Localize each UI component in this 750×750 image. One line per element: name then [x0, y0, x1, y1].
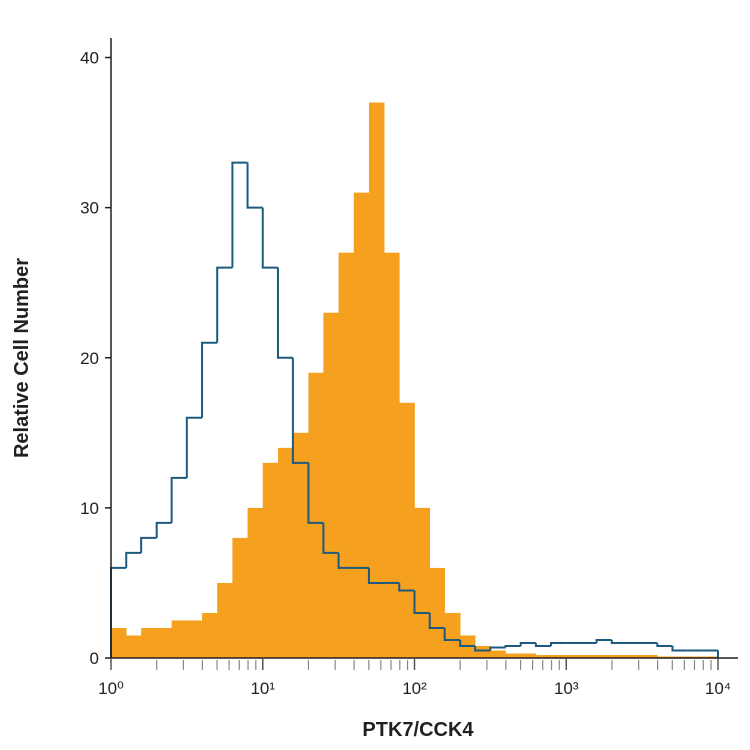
y-tick-label: 30	[80, 199, 99, 218]
histogram-step	[216, 266, 233, 343]
histogram-step	[504, 644, 521, 648]
x-tick-label: 10⁴	[705, 679, 731, 698]
histogram-bar	[490, 650, 506, 658]
histogram-step	[291, 357, 309, 464]
histogram-bar	[475, 645, 491, 658]
histogram-step	[595, 638, 612, 643]
histogram-bar	[217, 582, 233, 658]
histogram-step	[201, 341, 218, 418]
histogram-bar	[247, 507, 264, 658]
histogram-step	[231, 161, 248, 268]
histogram-bar	[626, 654, 643, 658]
histogram-bar	[323, 312, 339, 658]
histogram-step	[246, 162, 263, 209]
histogram-step	[398, 582, 415, 592]
histogram-bar	[687, 656, 704, 658]
histogram-bar	[384, 252, 400, 658]
histogram-bar	[657, 656, 673, 658]
histogram-step	[337, 552, 354, 569]
histogram-step	[443, 627, 461, 641]
y-tick-label: 10	[80, 499, 99, 518]
x-tick-label: 10²	[402, 679, 427, 698]
histogram-bar	[581, 654, 597, 658]
histogram-bar	[141, 627, 157, 658]
histogram-step	[489, 646, 506, 651]
histogram-bar	[277, 447, 294, 658]
histogram-bar	[672, 656, 688, 658]
histogram-step	[519, 641, 536, 646]
histogram-step	[307, 462, 324, 524]
histogram-bar	[202, 612, 218, 658]
histogram-step	[428, 612, 445, 629]
histogram-bar	[292, 432, 309, 658]
histogram-bar	[338, 252, 355, 658]
histogram-step	[550, 641, 567, 646]
x-tick-label: 10³	[554, 679, 579, 698]
histogram-bar	[368, 102, 385, 658]
histogram-step	[610, 639, 627, 644]
histogram-bar	[232, 537, 248, 658]
histogram-bar	[596, 654, 613, 658]
y-tick-label: 20	[80, 349, 99, 368]
histogram-step	[367, 567, 385, 584]
histogram-bar	[126, 635, 142, 658]
histogram-step	[261, 207, 278, 269]
histogram-bar	[444, 612, 461, 658]
histogram-step	[140, 536, 157, 553]
histogram-bar	[535, 654, 552, 658]
histogram-step	[459, 639, 476, 647]
histogram-step	[155, 521, 172, 538]
histogram-bar	[505, 653, 522, 658]
histogram-bar	[262, 462, 279, 658]
y-axis-label: Relative Cell Number	[11, 258, 33, 458]
y-tick-label: 40	[80, 49, 99, 68]
histogram-bar	[566, 654, 582, 658]
histogram-bar	[399, 402, 415, 658]
histogram-step	[534, 642, 552, 647]
x-tick-label: 10¹	[250, 679, 275, 698]
histogram-bar	[551, 654, 567, 658]
histogram-bar	[414, 507, 431, 658]
histogram-step	[276, 267, 293, 359]
histogram-bar	[156, 627, 172, 658]
histogram-step	[474, 645, 491, 652]
histogram-bar	[308, 372, 324, 658]
x-axis-label: PTK7/CCK4	[362, 719, 474, 741]
histogram-bar	[429, 567, 445, 658]
histogram-step	[671, 645, 688, 652]
x-tick-label: 10⁰	[98, 679, 124, 698]
histogram-bar	[702, 656, 719, 658]
histogram-bar	[642, 654, 658, 658]
histogram-step	[656, 642, 673, 647]
histogram-step	[170, 476, 187, 523]
histogram-step	[322, 522, 339, 554]
histogram-step	[413, 590, 430, 614]
y-tick-label: 0	[90, 649, 99, 668]
histogram-bar	[353, 192, 370, 658]
histogram-step	[185, 416, 203, 478]
histogram-bar	[520, 653, 537, 658]
histogram-bar	[611, 654, 628, 658]
histogram-bar	[171, 620, 188, 658]
histogram-step	[125, 551, 142, 568]
histogram-bar	[111, 627, 127, 658]
histogram-bar	[186, 620, 203, 658]
